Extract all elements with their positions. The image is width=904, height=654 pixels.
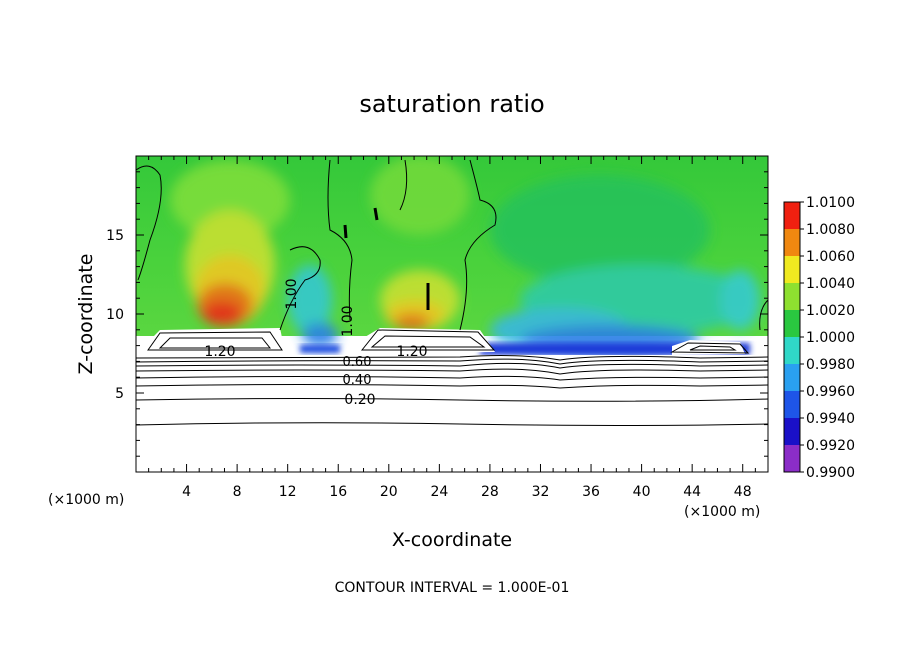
x-tick-labels: 4 8 12 16 20 24 28 32 36 40 44 48 xyxy=(182,484,752,500)
y-axis-label: Z-coordinate xyxy=(75,254,97,375)
colorbar-swatch xyxy=(784,364,800,391)
x-tick-label: 20 xyxy=(380,484,398,500)
x-tick-label: 48 xyxy=(734,484,752,500)
y-tick-label: 5 xyxy=(115,386,124,402)
x-tick-label: 40 xyxy=(633,484,651,500)
contour-interval-note: CONTOUR INTERVAL = 1.000E-01 xyxy=(335,580,570,596)
contour-label: 0.60 xyxy=(343,355,372,370)
colorbar-swatch xyxy=(784,337,800,364)
y-tick-label: 15 xyxy=(106,228,124,244)
colorbar-swatch xyxy=(784,445,800,472)
x-tick-label: 8 xyxy=(233,484,242,500)
colorbar-label: 1.0100 xyxy=(806,195,855,211)
colorbar-swatch xyxy=(784,202,800,229)
x-tick-label: 36 xyxy=(582,484,600,500)
contour-lines xyxy=(136,159,768,426)
colorbar-label: 0.9940 xyxy=(806,411,855,427)
colorbar-label: 1.0020 xyxy=(806,303,855,319)
x-tick-label: 4 xyxy=(182,484,191,500)
y-tick-label: 10 xyxy=(106,307,124,323)
contour-thick-marks xyxy=(343,207,430,310)
colorbar-swatch xyxy=(784,229,800,256)
colorbar-label: 1.0000 xyxy=(806,330,855,346)
heatmap-field xyxy=(136,156,768,472)
chart-title: saturation ratio xyxy=(359,90,544,118)
x-tick-label: 12 xyxy=(279,484,297,500)
x-tick-label: 32 xyxy=(532,484,550,500)
colorbar-swatch xyxy=(784,391,800,418)
axis-ticks xyxy=(136,156,768,472)
colorbar-label: 0.9920 xyxy=(806,438,855,454)
contour-label: 1.20 xyxy=(204,344,235,360)
colorbar-label: 1.0060 xyxy=(806,249,855,265)
colorbar-label: 1.0080 xyxy=(806,222,855,238)
colorbar-label: 0.9900 xyxy=(806,465,855,481)
colorbar-swatch xyxy=(784,256,800,283)
contour-label: 1.00 xyxy=(340,305,356,336)
x-tick-label: 24 xyxy=(430,484,448,500)
y-tick-labels: 5 10 15 xyxy=(106,228,124,402)
x-tick-label: 44 xyxy=(683,484,701,500)
colorbar-label: 1.0040 xyxy=(806,276,855,292)
x-axis-label: X-coordinate xyxy=(392,529,512,551)
contour-label: 0.40 xyxy=(343,373,372,388)
colorbar xyxy=(783,201,804,473)
contour-label: 1.00 xyxy=(284,278,300,309)
colorbar-labels: 0.9900 0.9920 0.9940 0.9960 0.9980 1.0000 1.00… xyxy=(806,195,855,481)
colorbar-swatch xyxy=(784,283,800,310)
contour-label: 0.20 xyxy=(344,392,375,408)
contour-label: 1.20 xyxy=(396,344,427,360)
colorbar-label: 0.9980 xyxy=(806,357,855,373)
x-tick-label: 16 xyxy=(329,484,347,500)
x-unit-left: (×1000 m) xyxy=(48,492,124,508)
x-tick-label: 28 xyxy=(481,484,499,500)
colorbar-swatch xyxy=(784,418,800,445)
colorbar-swatch xyxy=(784,310,800,337)
x-unit-right: (×1000 m) xyxy=(684,504,760,520)
colorbar-label: 0.9960 xyxy=(806,384,855,400)
